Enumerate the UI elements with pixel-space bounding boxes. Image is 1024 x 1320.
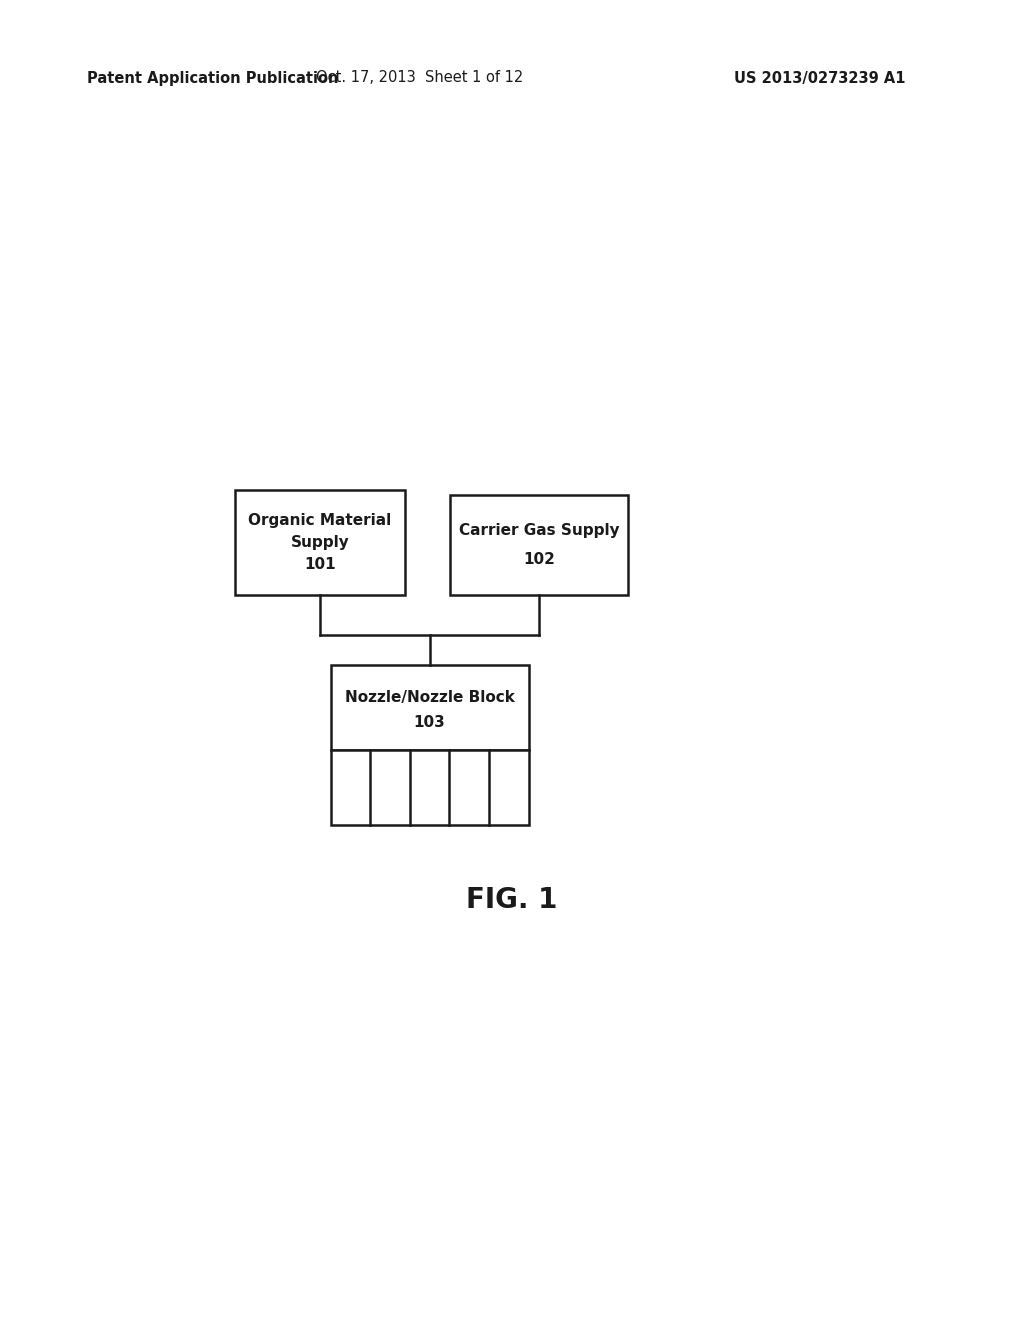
- Text: US 2013/0273239 A1: US 2013/0273239 A1: [734, 70, 906, 86]
- Text: Supply: Supply: [291, 535, 349, 550]
- Text: Oct. 17, 2013  Sheet 1 of 12: Oct. 17, 2013 Sheet 1 of 12: [316, 70, 523, 86]
- Text: 103: 103: [414, 715, 445, 730]
- Text: Organic Material: Organic Material: [249, 513, 391, 528]
- Bar: [234, 490, 406, 595]
- Bar: [331, 665, 528, 750]
- Text: Patent Application Publication: Patent Application Publication: [87, 70, 339, 86]
- Text: Nozzle/Nozzle Block: Nozzle/Nozzle Block: [344, 690, 514, 705]
- Text: 102: 102: [523, 552, 555, 566]
- Text: 101: 101: [304, 557, 336, 572]
- Text: Carrier Gas Supply: Carrier Gas Supply: [459, 524, 620, 539]
- Bar: [331, 750, 528, 825]
- Bar: [450, 495, 628, 595]
- Text: FIG. 1: FIG. 1: [466, 886, 558, 913]
